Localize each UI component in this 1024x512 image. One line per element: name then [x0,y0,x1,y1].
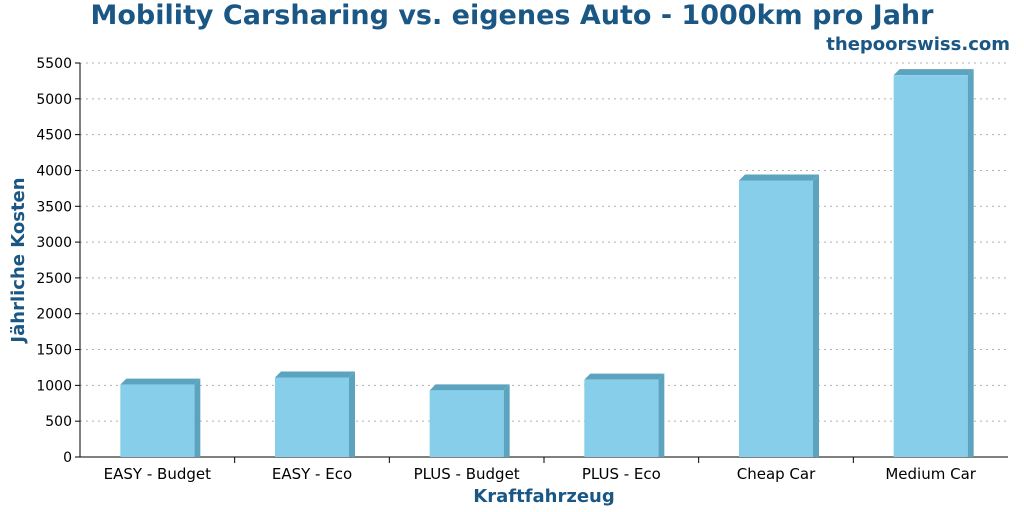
y-tick-label: 4500 [36,128,72,144]
x-axis-title: Kraftfahrzeug [473,486,614,507]
bar-top [893,69,974,76]
bar [584,379,659,457]
x-tick-label: PLUS - Eco [582,465,661,483]
y-tick-label: 2500 [36,271,72,287]
bar-top [739,174,819,181]
x-tick-label: PLUS - Budget [414,465,520,483]
y-tick-label: 500 [45,414,72,430]
y-tick-label: 3500 [36,199,72,215]
y-axis-title: Jährliche Kosten [8,177,29,344]
bar-side [194,378,201,457]
y-tick-label: 5500 [36,56,72,72]
bar-top [584,373,665,380]
y-tick-label: 3000 [36,235,72,251]
bar [429,390,504,457]
bar-top [120,378,201,385]
y-tick-label: 2000 [36,307,72,323]
bar-side [967,69,974,457]
y-tick-label: 1500 [36,343,72,359]
bar-side [658,373,665,457]
bar [120,384,195,457]
bar-top [429,384,510,391]
bar-side [813,174,819,457]
bar [275,377,349,457]
x-tick-label: EASY - Budget [104,465,211,483]
bar-side [349,371,355,457]
y-tick-label: 0 [63,450,72,466]
chart-title: Mobility Carsharing vs. eigenes Auto - 1… [90,0,934,31]
bar-side [503,384,510,457]
y-tick-label: 5000 [36,92,72,108]
y-tick-label: 1000 [36,378,72,394]
bar [739,180,813,457]
bar-top [275,371,355,378]
brand-label: thepoorswiss.com [826,34,1010,55]
y-tick-label: 4000 [36,163,72,179]
x-tick-label: Medium Car [885,465,976,483]
x-tick-label: Cheap Car [737,465,816,483]
x-tick-label: EASY - Eco [272,465,352,483]
bar [893,75,968,457]
